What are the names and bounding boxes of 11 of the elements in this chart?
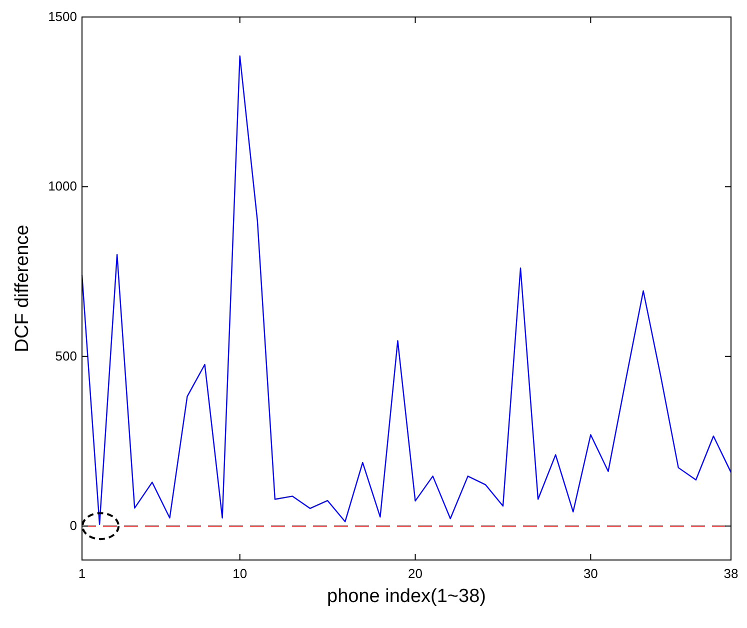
y-axis-title: DCF difference [12,224,33,352]
x-tick-label: 38 [724,566,738,581]
x-tick-label: 1 [78,566,86,581]
x-tick-label: 30 [583,566,598,581]
y-tick-label: 1500 [48,9,77,24]
x-axis-title: phone index(1~38) [327,586,486,607]
y-tick-label: 1000 [48,178,77,194]
x-tick-label: 20 [408,566,423,581]
y-tick-label: 0 [70,518,77,534]
y-tick-label: 500 [55,348,77,364]
x-tick-label: 10 [232,566,248,581]
